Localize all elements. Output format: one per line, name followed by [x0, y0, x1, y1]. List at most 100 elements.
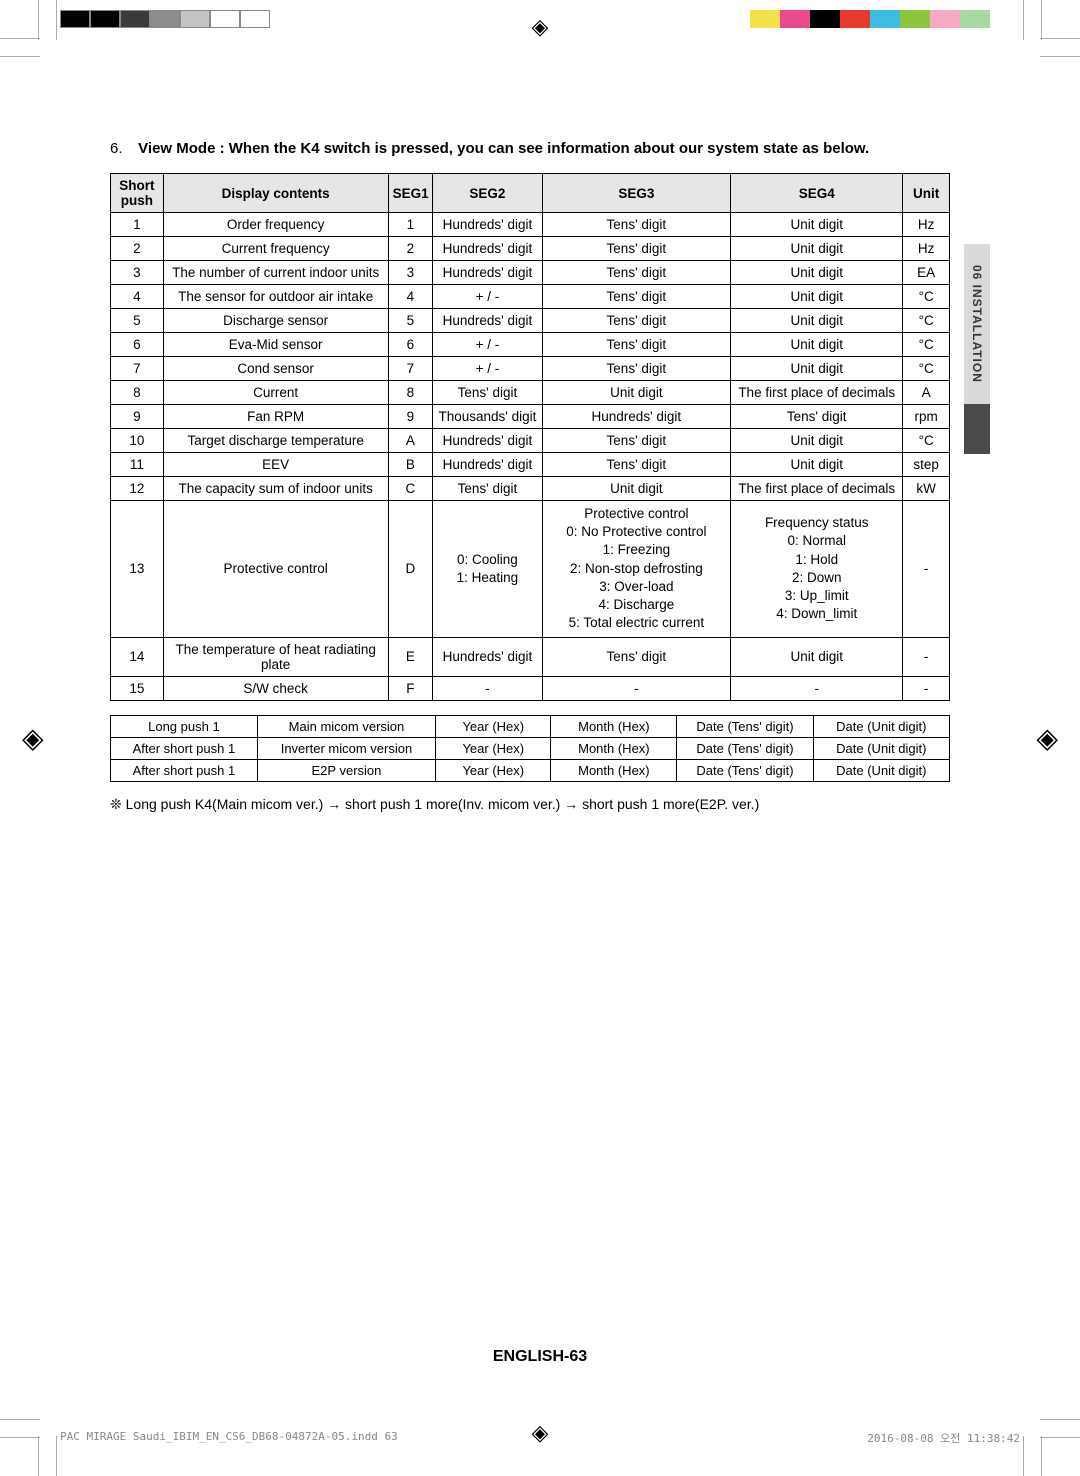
table-row: 14The temperature of heat radiating plat… — [111, 637, 950, 676]
table-cell: Fan RPM — [163, 405, 388, 429]
table-cell: B — [388, 453, 433, 477]
table-row: 11EEVBHundreds' digitTens' digitUnit dig… — [111, 453, 950, 477]
table-cell: E2P version — [257, 759, 435, 781]
table-cell: Year (Hex) — [436, 759, 551, 781]
side-tab-text: 06 INSTALLATION — [970, 265, 984, 383]
table-cell: 6 — [388, 333, 433, 357]
table-cell: - — [731, 676, 903, 700]
table-header: SEG1 — [388, 174, 433, 213]
table-cell: rpm — [903, 405, 950, 429]
table-cell: Unit digit — [731, 429, 903, 453]
table-cell: Month (Hex) — [551, 759, 677, 781]
table-cell: EA — [903, 261, 950, 285]
table-cell: Hundreds' digit — [433, 213, 542, 237]
table-cell: Discharge sensor — [163, 309, 388, 333]
table-cell: Tens' digit — [542, 357, 730, 381]
table-cell: °C — [903, 309, 950, 333]
table-cell: EEV — [163, 453, 388, 477]
table-cell: Hundreds' digit — [433, 261, 542, 285]
table-cell: Date (Tens' digit) — [677, 759, 813, 781]
table-cell: Frequency status0: Normal1: Hold2: Down3… — [731, 501, 903, 638]
table-cell: Unit digit — [731, 333, 903, 357]
color-bar-right — [750, 10, 990, 28]
table-cell: Target discharge temperature — [163, 429, 388, 453]
table-cell: Hundreds' digit — [433, 453, 542, 477]
table-cell: °C — [903, 357, 950, 381]
table-cell: Main micom version — [257, 715, 435, 737]
table-cell: Tens' digit — [542, 285, 730, 309]
table-cell: Hundreds' digit — [433, 237, 542, 261]
table-cell: Tens' digit — [542, 429, 730, 453]
heading-text: View Mode : When the K4 switch is presse… — [138, 140, 869, 157]
table-cell: Unit digit — [542, 477, 730, 501]
table-cell: Tens' digit — [542, 453, 730, 477]
table-cell: 9 — [388, 405, 433, 429]
reg-mark-left: ◈ — [22, 722, 44, 755]
table2-body: Long push 1Main micom versionYear (Hex)M… — [111, 715, 950, 781]
table-cell: A — [388, 429, 433, 453]
table-cell: 8 — [111, 381, 164, 405]
side-tab-marker — [964, 404, 990, 454]
table-cell: + / - — [433, 333, 542, 357]
table-cell: A — [903, 381, 950, 405]
table-cell: + / - — [433, 285, 542, 309]
table-cell: Unit digit — [731, 285, 903, 309]
table-cell: Unit digit — [542, 381, 730, 405]
table-cell: 0: Cooling1: Heating — [433, 501, 542, 638]
table-cell: Unit digit — [731, 237, 903, 261]
table-cell: 10 — [111, 429, 164, 453]
table-cell: Hundreds' digit — [433, 637, 542, 676]
table-cell: The temperature of heat radiating plate — [163, 637, 388, 676]
table-cell: Unit digit — [731, 357, 903, 381]
table-cell: C — [388, 477, 433, 501]
table-cell: - — [903, 676, 950, 700]
table-cell: Unit digit — [731, 309, 903, 333]
table-row: After short push 1Inverter micom version… — [111, 737, 950, 759]
table-cell: Date (Tens' digit) — [677, 737, 813, 759]
table-cell: Thousands' digit — [433, 405, 542, 429]
print-footer: PAC MIRAGE Saudi_IBIM_EN_CS6_DB68-04872A… — [60, 1430, 1020, 1446]
table-cell: Month (Hex) — [551, 737, 677, 759]
table-cell: Unit digit — [731, 453, 903, 477]
print-footer-left: PAC MIRAGE Saudi_IBIM_EN_CS6_DB68-04872A… — [60, 1430, 398, 1446]
table-header: Display contents — [163, 174, 388, 213]
table-cell: Inverter micom version — [257, 737, 435, 759]
table-header: Unit — [903, 174, 950, 213]
table-cell: Hz — [903, 237, 950, 261]
table-row: 9Fan RPM9Thousands' digitHundreds' digit… — [111, 405, 950, 429]
table-cell: Protective control0: No Protective contr… — [542, 501, 730, 638]
table-cell: - — [903, 501, 950, 638]
table-header-row: ShortpushDisplay contentsSEG1SEG2SEG3SEG… — [111, 174, 950, 213]
table-cell: Hundreds' digit — [542, 405, 730, 429]
heading-number: 6. — [110, 140, 134, 157]
table-cell: 15 — [111, 676, 164, 700]
table-cell: 1 — [111, 213, 164, 237]
table-cell: The first place of decimals — [731, 477, 903, 501]
table-row: 13Protective controlD0: Cooling1: Heatin… — [111, 501, 950, 638]
table-body: 1Order frequency1Hundreds' digitTens' di… — [111, 213, 950, 701]
view-mode-table: ShortpushDisplay contentsSEG1SEG2SEG3SEG… — [110, 173, 950, 701]
table-cell: Tens' digit — [542, 213, 730, 237]
table-cell: kW — [903, 477, 950, 501]
table-cell: The first place of decimals — [731, 381, 903, 405]
table-header: SEG2 — [433, 174, 542, 213]
table-cell: Tens' digit — [542, 261, 730, 285]
table-cell: Hundreds' digit — [433, 309, 542, 333]
table-cell: 7 — [111, 357, 164, 381]
table-row: 3The number of current indoor units3Hund… — [111, 261, 950, 285]
version-table: Long push 1Main micom versionYear (Hex)M… — [110, 715, 950, 782]
table-cell: °C — [903, 429, 950, 453]
table-row: 2Current frequency2Hundreds' digitTens' … — [111, 237, 950, 261]
table-row: 1Order frequency1Hundreds' digitTens' di… — [111, 213, 950, 237]
table-row: 5Discharge sensor5Hundreds' digitTens' d… — [111, 309, 950, 333]
table-cell: 7 — [388, 357, 433, 381]
table-cell: Hz — [903, 213, 950, 237]
table-cell: 2 — [388, 237, 433, 261]
table-cell: Long push 1 — [111, 715, 258, 737]
reg-mark-top: ◈ — [532, 14, 549, 40]
table-cell: The sensor for outdoor air intake — [163, 285, 388, 309]
table-cell: Date (Unit digit) — [813, 759, 949, 781]
color-bar-left — [60, 10, 270, 28]
table-cell: 5 — [388, 309, 433, 333]
table-cell: Unit digit — [731, 637, 903, 676]
